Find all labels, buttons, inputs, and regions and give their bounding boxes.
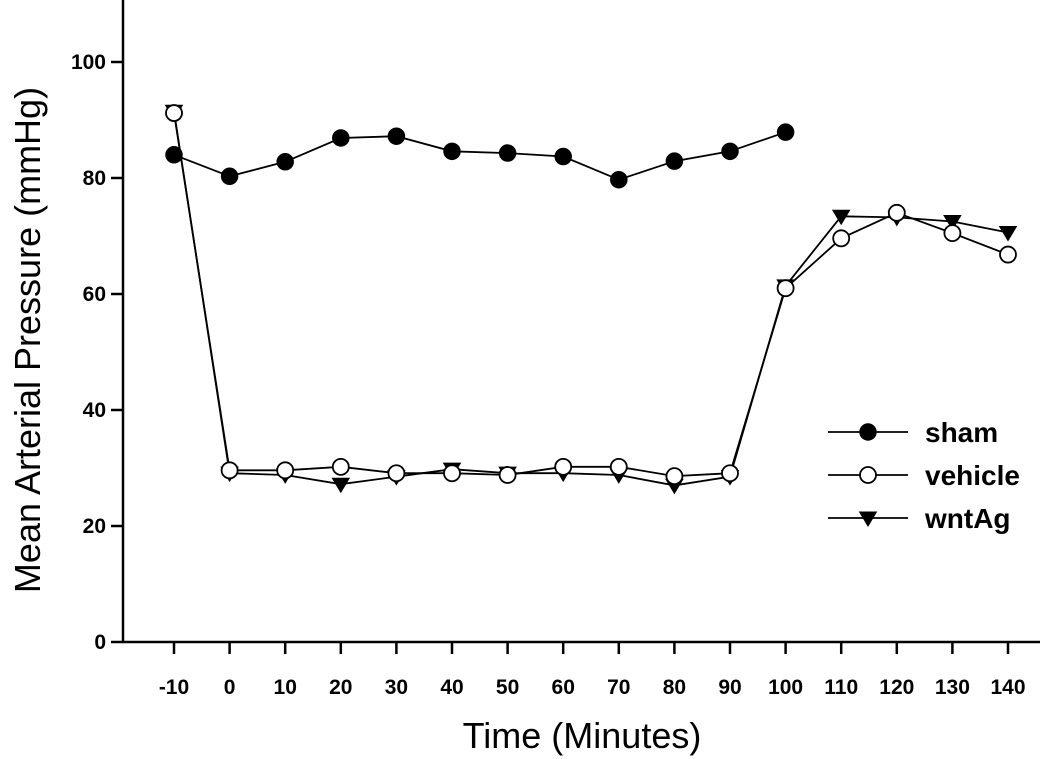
x-tick-label: 110 <box>824 676 858 699</box>
data-point-wntAg <box>998 225 1018 242</box>
data-point-vehicle <box>609 457 628 476</box>
x-tick-label: 40 <box>440 676 463 699</box>
data-point-sham <box>665 152 684 170</box>
data-point-vehicle <box>331 457 350 476</box>
series-sham <box>173 131 786 181</box>
x-tick-label: 10 <box>274 676 297 699</box>
y-tick-label: 80 <box>83 167 106 190</box>
x-tick-label: 70 <box>607 676 630 699</box>
data-point-sham <box>721 142 739 161</box>
data-point-vehicle <box>554 457 573 476</box>
data-point-vehicle <box>887 203 906 222</box>
data-point-sham <box>220 167 239 186</box>
data-point-vehicle <box>443 464 461 483</box>
data-point-vehicle <box>665 467 684 486</box>
data-point-vehicle <box>498 466 517 484</box>
legend-item-wntAg: wntAg <box>828 503 1011 534</box>
x-tick-label: 80 <box>663 676 686 699</box>
data-point-wntAg <box>331 477 351 494</box>
legend: sham vehicle wntAg <box>828 417 1020 534</box>
series-line-wntAg <box>173 111 1009 487</box>
series-wntAg <box>173 111 1009 487</box>
legend-item-sham: sham <box>828 417 998 448</box>
series-layer <box>164 104 1018 495</box>
x-tick-label: 120 <box>879 676 914 699</box>
y-tick-label: 0 <box>94 631 106 654</box>
data-point-sham <box>387 127 406 145</box>
data-point-vehicle <box>165 104 183 122</box>
series-points-vehicle <box>165 104 1017 486</box>
data-point-vehicle <box>721 464 739 483</box>
x-tick-label: 30 <box>385 676 408 699</box>
legend-marker-sham <box>859 423 877 441</box>
x-tick-label: 140 <box>990 676 1025 699</box>
x-axis-ticks: -10 0 10 20 30 40 50 60 70 80 90 100 110 120 130 140 <box>159 642 1026 699</box>
data-point-vehicle <box>832 229 851 248</box>
y-tick-label: 20 <box>83 515 106 538</box>
series-line-vehicle <box>173 112 1009 478</box>
data-point-sham <box>332 129 350 147</box>
x-tick-label: 90 <box>718 676 741 699</box>
data-point-vehicle <box>276 461 295 480</box>
legend-marker-vehicle <box>859 466 877 484</box>
x-tick-label: 20 <box>329 676 352 699</box>
data-point-vehicle <box>999 245 1017 264</box>
data-point-sham <box>610 170 628 189</box>
data-point-wntAg <box>943 214 962 231</box>
data-point-sham <box>554 147 572 166</box>
data-point-sham <box>276 153 294 171</box>
data-point-vehicle <box>387 464 406 483</box>
data-point-sham <box>443 142 461 161</box>
x-tick-label: 130 <box>935 676 970 699</box>
data-point-wntAg <box>831 209 851 226</box>
chart-axes <box>121 0 1040 644</box>
y-axis-ticks: 0 20 40 60 80 100 <box>71 51 123 654</box>
data-point-sham <box>498 144 517 162</box>
x-tick-label: 50 <box>496 676 519 699</box>
y-tick-label: 100 <box>71 51 106 74</box>
series-points-sham <box>165 123 795 189</box>
y-axis-title: Mean Arterial Pressure (mmHg) <box>7 87 48 593</box>
legend-item-vehicle: vehicle <box>828 460 1020 491</box>
x-tick-label: 0 <box>224 676 236 699</box>
x-tick-label: -10 <box>159 676 189 699</box>
series-vehicle <box>173 112 1009 478</box>
legend-label-sham: sham <box>925 417 998 448</box>
data-point-vehicle <box>943 224 962 243</box>
data-point-sham <box>165 146 183 164</box>
x-tick-label: 60 <box>552 676 575 699</box>
x-axis-title: Time (Minutes) <box>463 715 702 756</box>
data-point-sham <box>776 123 795 141</box>
legend-label-vehicle: vehicle <box>925 460 1020 491</box>
y-tick-label: 60 <box>83 283 106 306</box>
data-point-vehicle <box>220 461 239 480</box>
legend-label-wntAg: wntAg <box>924 503 1011 534</box>
legend-marker-wntAg <box>858 511 878 527</box>
y-tick-label: 40 <box>83 399 106 422</box>
x-tick-label: 100 <box>768 676 803 699</box>
data-point-vehicle <box>776 279 795 298</box>
series-line-sham <box>173 131 786 181</box>
